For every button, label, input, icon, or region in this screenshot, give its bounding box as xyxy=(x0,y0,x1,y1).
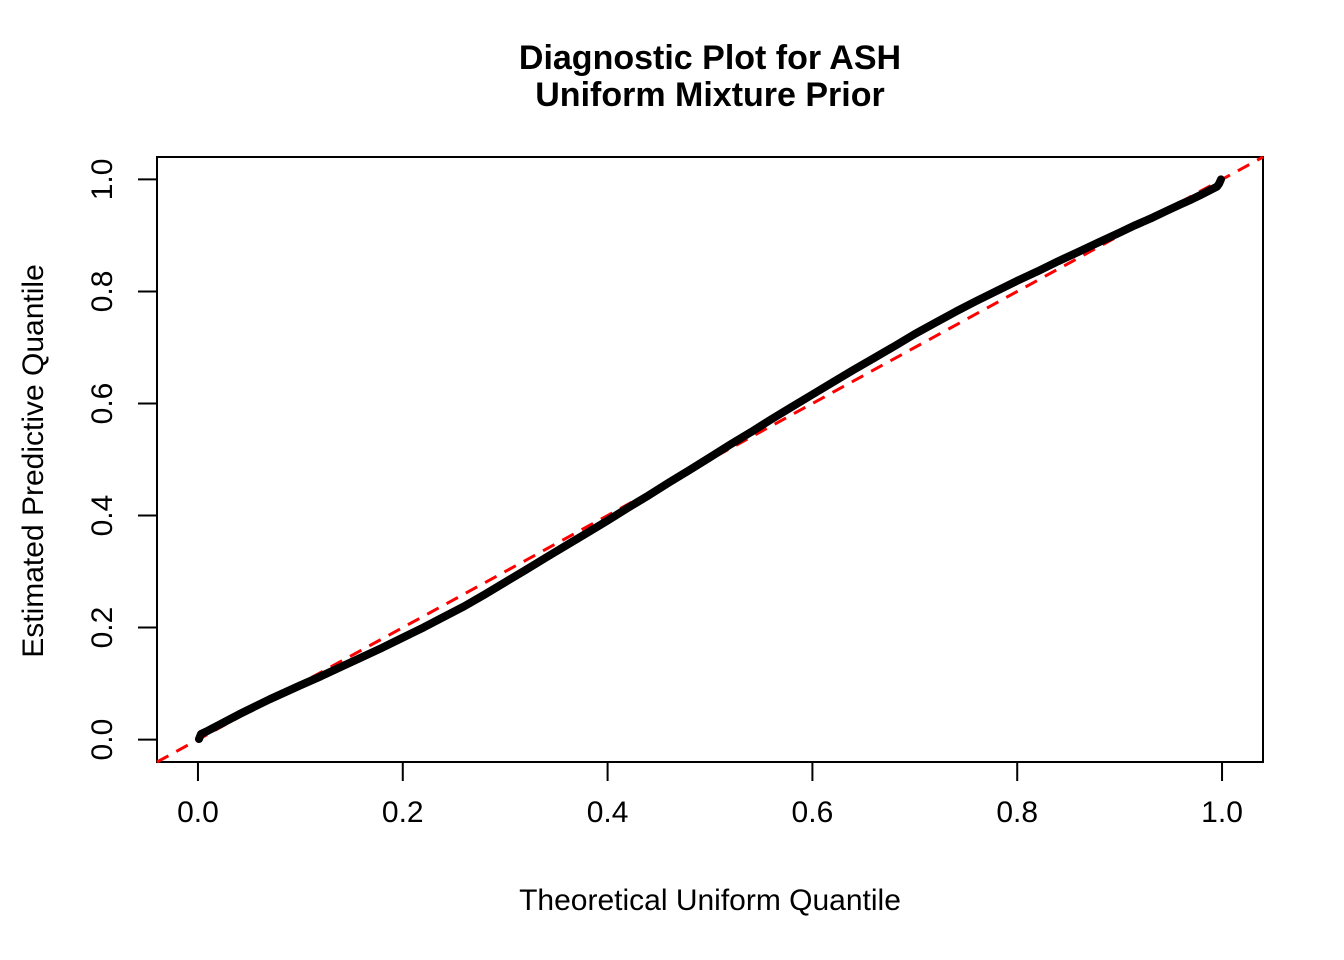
y-tick-label: 0.0 xyxy=(86,719,119,761)
y-tick-label: 0.6 xyxy=(86,383,119,425)
axis-tick-labels: 0.0 0.2 0.4 0.6 0.8 1.0 0.0 0.2 0.4 0.6 0.8 1.0 xyxy=(86,159,1243,829)
chart-title-line2: Uniform Mixture Prior xyxy=(535,76,885,114)
y-tick-label: 0.4 xyxy=(86,495,119,537)
x-tick-label: 0.0 xyxy=(177,796,219,829)
x-tick-label: 0.4 xyxy=(587,796,629,829)
plot-box xyxy=(156,156,1264,763)
chart-title: Diagnostic Plot for ASH Uniform Mixture … xyxy=(157,40,1263,114)
quantile-curve xyxy=(195,175,1225,743)
x-tick-label: 1.0 xyxy=(1201,796,1243,829)
x-axis-title: Theoretical Uniform Quantile xyxy=(519,884,901,917)
y-axis-title: Estimated Predictive Quantile xyxy=(17,264,50,658)
x-tick-label: 0.2 xyxy=(382,796,424,829)
x-tick-label: 0.6 xyxy=(792,796,834,829)
y-tick-label: 1.0 xyxy=(86,159,119,201)
y-tick-label: 0.2 xyxy=(86,607,119,649)
reference-line xyxy=(156,155,1264,764)
x-tick-label: 0.8 xyxy=(996,796,1038,829)
reference-line-path xyxy=(156,155,1264,764)
y-tick-label: 0.8 xyxy=(86,271,119,313)
quantile-curve-path xyxy=(195,175,1225,743)
axis-ticks xyxy=(138,178,1224,781)
plot-box-border xyxy=(156,156,1264,763)
chart-title-line1: Diagnostic Plot for ASH xyxy=(518,39,902,77)
